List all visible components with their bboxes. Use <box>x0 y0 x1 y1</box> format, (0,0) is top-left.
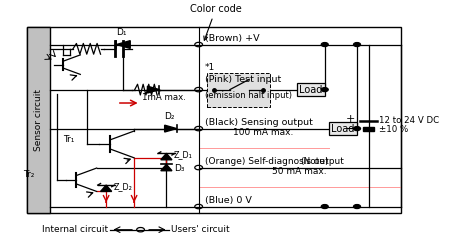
Text: 50 mA max.: 50 mA max. <box>272 167 327 176</box>
Text: Tr₂: Tr₂ <box>23 170 35 179</box>
Text: (Orange) Self-diagnosis output: (Orange) Self-diagnosis output <box>205 157 344 166</box>
Text: Sensor circuit: Sensor circuit <box>34 89 43 151</box>
Text: 1mA max.: 1mA max. <box>142 93 186 102</box>
Text: +: + <box>346 114 355 124</box>
Text: D₂: D₂ <box>164 112 175 121</box>
Bar <box>27 27 401 213</box>
Text: Z_D₂: Z_D₂ <box>114 183 133 192</box>
Text: Z_D₁: Z_D₁ <box>174 150 193 159</box>
Text: D₁: D₁ <box>116 28 126 37</box>
FancyBboxPatch shape <box>297 83 324 96</box>
Text: Load: Load <box>331 123 355 134</box>
Circle shape <box>321 205 328 208</box>
Bar <box>27 27 50 213</box>
FancyBboxPatch shape <box>329 122 357 135</box>
Text: Tr₁: Tr₁ <box>63 135 75 144</box>
Polygon shape <box>161 164 172 171</box>
Text: Load: Load <box>299 85 322 95</box>
Text: Internal circuit: Internal circuit <box>42 225 108 234</box>
FancyBboxPatch shape <box>207 73 270 107</box>
Circle shape <box>321 43 328 47</box>
Polygon shape <box>165 125 177 132</box>
Circle shape <box>354 127 360 131</box>
Text: D₃: D₃ <box>174 164 184 173</box>
Text: (Blue) 0 V: (Blue) 0 V <box>205 196 252 205</box>
Circle shape <box>321 88 328 92</box>
Text: ±10 %: ±10 % <box>379 125 409 135</box>
Text: (emission halt input): (emission halt input) <box>205 91 292 100</box>
Polygon shape <box>117 41 130 49</box>
Text: Color code: Color code <box>190 4 242 40</box>
Text: 100 mA max.: 100 mA max. <box>234 128 294 137</box>
Polygon shape <box>161 153 172 160</box>
Circle shape <box>354 205 360 208</box>
Text: 12 to 24 V DC: 12 to 24 V DC <box>379 116 440 125</box>
Polygon shape <box>100 185 112 191</box>
Text: (Note): (Note) <box>300 157 328 166</box>
Circle shape <box>354 43 360 47</box>
Text: (Black) Sensing output: (Black) Sensing output <box>205 118 313 127</box>
Text: −: − <box>344 123 355 136</box>
Text: Users' circuit: Users' circuit <box>171 225 230 234</box>
Polygon shape <box>148 86 159 93</box>
Bar <box>363 127 374 131</box>
Text: (Brown) +V: (Brown) +V <box>205 34 260 43</box>
Text: (Pink) Test input: (Pink) Test input <box>205 74 281 84</box>
Text: *1: *1 <box>205 63 216 72</box>
